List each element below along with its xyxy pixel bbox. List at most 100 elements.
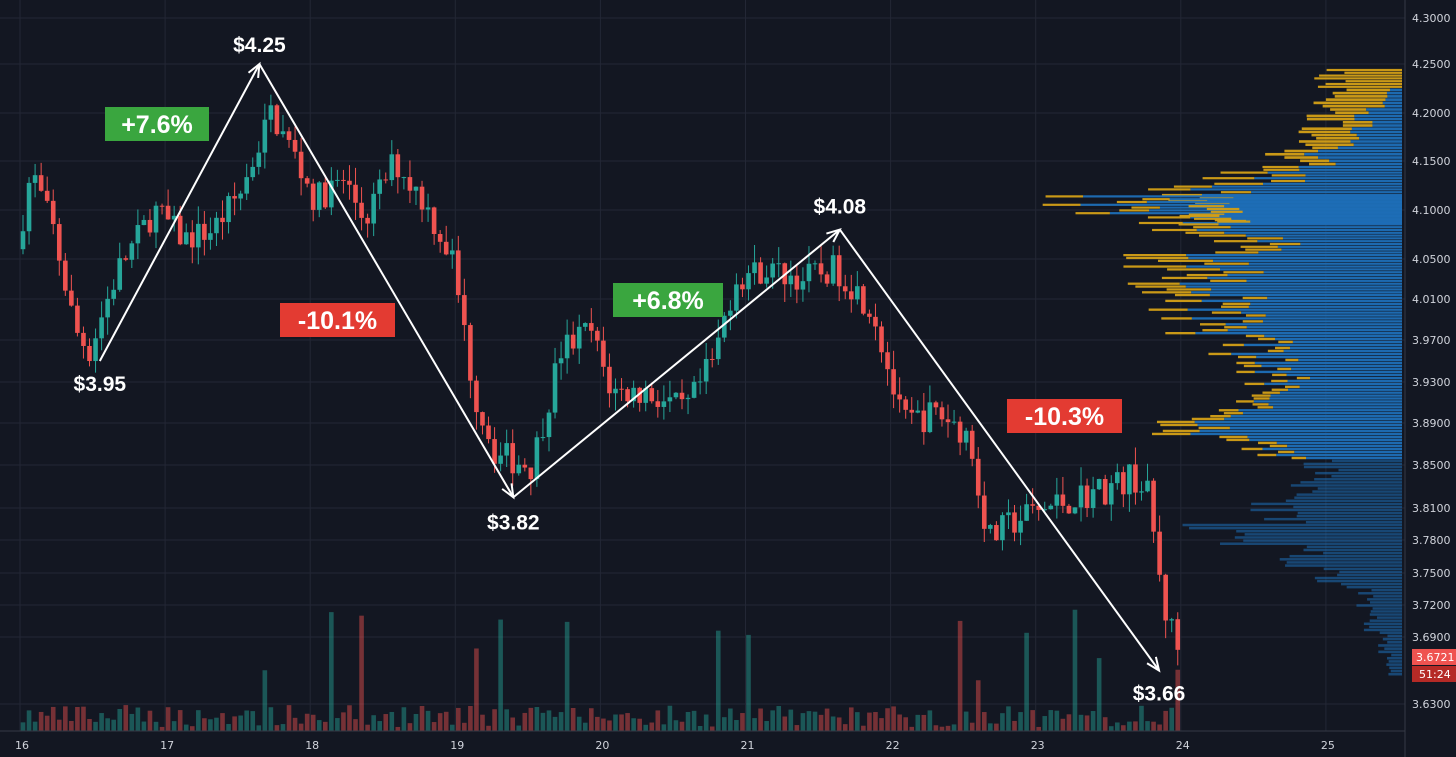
- volume-profile-bar: [1256, 355, 1402, 359]
- volume-bar: [806, 711, 812, 731]
- volume-profile-bar: [1199, 429, 1402, 433]
- candle-body: [1145, 480, 1150, 492]
- time-axis[interactable]: 16 17 18 19 20 21 22 23 24 25: [0, 730, 1405, 752]
- volume-profile-bar: [1372, 124, 1402, 127]
- volume-profile-bar: [1332, 91, 1387, 95]
- volume-bar: [44, 715, 50, 731]
- volume-profile-bar: [1161, 193, 1202, 197]
- volume-profile-bar: [1224, 205, 1402, 208]
- candle-body: [691, 381, 697, 398]
- volume-bar: [1102, 717, 1108, 731]
- volume-bar: [437, 713, 443, 731]
- volume-bar: [812, 711, 818, 731]
- volume-profile-bar: [1303, 465, 1402, 469]
- volume-profile-bar: [1227, 329, 1402, 332]
- candle-body: [903, 399, 908, 410]
- volume-profile-bar: [1242, 296, 1268, 300]
- volume-profile-bar: [1244, 382, 1265, 386]
- volume-bar: [189, 726, 195, 731]
- volume-bar: [329, 612, 334, 731]
- price-tick-label: 4.0500: [1412, 253, 1451, 266]
- volume-profile-bar: [1350, 140, 1402, 143]
- candle-body: [788, 275, 794, 285]
- price-axis[interactable]: 4.3000 4.2500 4.2000 4.1500 4.1000 4.0500 4.01…: [1404, 0, 1456, 757]
- volume-bar: [994, 723, 999, 731]
- candle-body: [353, 184, 358, 203]
- candle-body: [413, 186, 419, 191]
- volume-profile-bar: [1287, 388, 1402, 391]
- candle-body: [159, 205, 165, 207]
- candle-body: [933, 402, 939, 408]
- volume-profile-bar: [1342, 124, 1373, 127]
- volume-profile-bar: [1202, 177, 1255, 180]
- volume-profile-bar: [1245, 248, 1282, 251]
- price-tick-label: 3.9700: [1412, 334, 1451, 347]
- volume-profile-bar: [1290, 484, 1402, 487]
- candle-body: [250, 166, 256, 178]
- volume-bar: [685, 711, 691, 731]
- volume-profile-bar: [1281, 248, 1402, 251]
- volume-profile-bar: [1223, 271, 1264, 274]
- volume-profile-bar: [1271, 179, 1305, 183]
- volume-bar: [56, 719, 62, 731]
- candle-body: [855, 286, 860, 300]
- volume-bar: [667, 705, 673, 731]
- volume-profile-bar: [1234, 536, 1402, 539]
- volume-profile-bar: [1248, 262, 1402, 265]
- volume-bar: [752, 718, 757, 731]
- candle-body: [1030, 504, 1035, 506]
- volume-profile-bar: [1179, 282, 1402, 285]
- volume-profile-bar: [1305, 143, 1354, 146]
- volume-profile-bar: [1251, 394, 1271, 397]
- volume-profile-bar: [1388, 672, 1402, 676]
- volume-bar: [105, 718, 110, 731]
- volume-bar: [1108, 726, 1114, 731]
- volume-profile-bar: [1204, 262, 1249, 265]
- volume-profile-bar: [1207, 199, 1402, 202]
- volume-profile-bar: [1356, 133, 1402, 137]
- volume-bar: [589, 708, 594, 731]
- candle-body: [56, 224, 62, 261]
- volume-bar: [419, 705, 425, 731]
- candle-body: [377, 179, 383, 194]
- candle-body: [812, 263, 818, 265]
- volume-profile-bar: [1382, 637, 1402, 641]
- volume-profile-bar: [1207, 276, 1402, 280]
- volume-bar: [1169, 707, 1175, 731]
- volume-bar: [280, 724, 286, 731]
- volume-profile-bar: [1152, 228, 1197, 232]
- candle-body: [734, 284, 739, 311]
- candle-body: [800, 281, 806, 290]
- candle-body: [582, 323, 588, 327]
- volume-bar: [788, 709, 794, 731]
- volume-profile-bar: [1351, 127, 1402, 130]
- volume-profile-bar: [1148, 308, 1188, 311]
- candle-body: [111, 289, 116, 299]
- volume-bar: [1000, 713, 1005, 731]
- volume-bar: [1078, 714, 1084, 731]
- volume-bar: [26, 710, 32, 731]
- volume-profile-bar: [1231, 352, 1402, 356]
- volume-profile-bar: [1245, 334, 1265, 338]
- candle-body: [87, 345, 92, 362]
- volume-bar: [1163, 710, 1168, 731]
- volume-profile-bar: [1369, 601, 1402, 604]
- volume-profile-bar: [1149, 209, 1402, 212]
- volume-profile-bar: [1299, 168, 1402, 171]
- volume-profile-bar: [1276, 453, 1402, 457]
- volume-bar: [395, 726, 401, 731]
- volume-profile-bar: [1138, 221, 1183, 225]
- candle-body: [419, 186, 425, 210]
- candle-body: [794, 275, 800, 290]
- volume-bar: [135, 707, 141, 731]
- volume-profile-bar: [1185, 285, 1402, 288]
- volume-profile-bar: [1245, 314, 1266, 317]
- volume-profile-bar: [1109, 212, 1402, 215]
- price-tick-label: 3.7800: [1412, 534, 1451, 547]
- volume-bar: [474, 648, 479, 731]
- candle-body: [746, 273, 751, 290]
- swing-arrow-line: [839, 229, 1160, 672]
- volume-bar: [776, 706, 782, 731]
- candle-body: [728, 310, 733, 316]
